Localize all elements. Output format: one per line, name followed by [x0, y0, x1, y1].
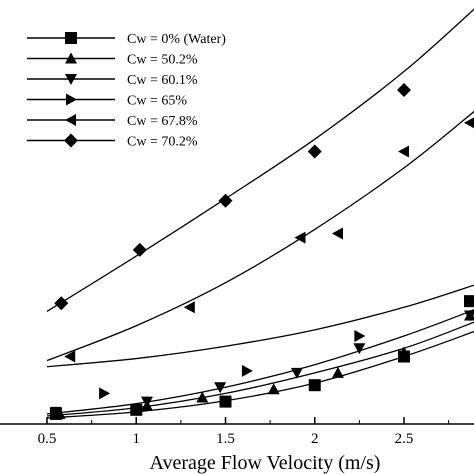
data-point	[331, 366, 344, 378]
data-point	[54, 296, 69, 311]
data-point	[464, 117, 474, 129]
legend-entry-5: Cw = 67.8%	[27, 114, 198, 129]
data-point	[397, 83, 411, 97]
legend-label: Cw = 60.1%	[127, 73, 198, 88]
legend-entry-2: Cw = 50.2%	[27, 52, 198, 68]
data-point	[99, 387, 111, 400]
legend-marker	[66, 93, 77, 106]
series-4-markers	[99, 295, 474, 400]
legend-marker	[65, 52, 77, 64]
data-point	[130, 403, 143, 416]
fit-curve-series-5	[46, 110, 474, 362]
data-point	[183, 301, 195, 314]
fit-curve-series-3	[46, 309, 474, 415]
data-point	[353, 343, 366, 355]
fit-curve-series-2	[46, 321, 474, 417]
series-3-markers	[49, 310, 474, 418]
data-point	[267, 383, 280, 395]
fit-curve-series-4	[46, 284, 474, 368]
data-point	[49, 406, 62, 418]
data-point	[331, 227, 343, 240]
legend-label: Cw = 70.2%	[127, 135, 198, 150]
data-point	[140, 396, 153, 408]
legend-label: Cw = 65%	[127, 94, 187, 109]
x-tick-label: 1	[133, 431, 141, 447]
data-point	[464, 310, 474, 322]
legend-label: Cw = 67.8%	[127, 114, 198, 129]
data-point	[294, 231, 306, 244]
legend-label: Cw = 0% (Water)	[127, 32, 226, 47]
data-markers	[49, 83, 474, 420]
series-6-markers	[54, 83, 411, 311]
fit-curve-series-1	[46, 330, 474, 419]
legend-entry-3: Cw = 60.1%	[27, 73, 198, 88]
legend: Cw = 0% (Water) Cw = 50.2% Cw = 60.1% Cw = …	[27, 32, 226, 150]
series-1-markers	[49, 295, 474, 420]
data-point	[196, 391, 209, 403]
data-point	[354, 330, 366, 342]
data-point	[398, 145, 409, 158]
legend-label: Cw = 50.2%	[127, 53, 198, 68]
data-point	[214, 382, 227, 394]
data-point	[241, 364, 253, 377]
legend-marker	[65, 32, 77, 44]
x-tick-label: 0.5	[38, 431, 57, 447]
x-axis: 0.5 1 1.5 2 2.5	[0, 417, 474, 447]
data-point	[218, 193, 233, 208]
data-point	[290, 367, 303, 379]
series-5-markers	[64, 117, 474, 363]
data-point	[132, 242, 147, 257]
legend-entry-6: Cw = 70.2%	[27, 133, 198, 150]
legend-marker	[65, 114, 76, 126]
data-point	[219, 395, 232, 408]
fit-curve-series-6	[46, 8, 474, 312]
data-point	[64, 350, 76, 363]
data-point	[307, 144, 322, 159]
x-axis-label: Average Flow Velocity (m/s)	[150, 452, 381, 474]
data-point	[398, 346, 410, 358]
legend-entry-4: Cw = 65%	[27, 93, 187, 109]
legend-marker	[65, 74, 77, 85]
x-tick-label: 2.5	[395, 431, 414, 447]
legend-entry-1: Cw = 0% (Water)	[27, 32, 226, 47]
data-point	[465, 295, 474, 308]
x-tick-label: 1.5	[216, 431, 235, 447]
legend-marker	[64, 133, 78, 148]
x-tick-label: 2	[311, 431, 319, 447]
data-point	[308, 379, 321, 392]
series-2-markers	[53, 309, 474, 419]
